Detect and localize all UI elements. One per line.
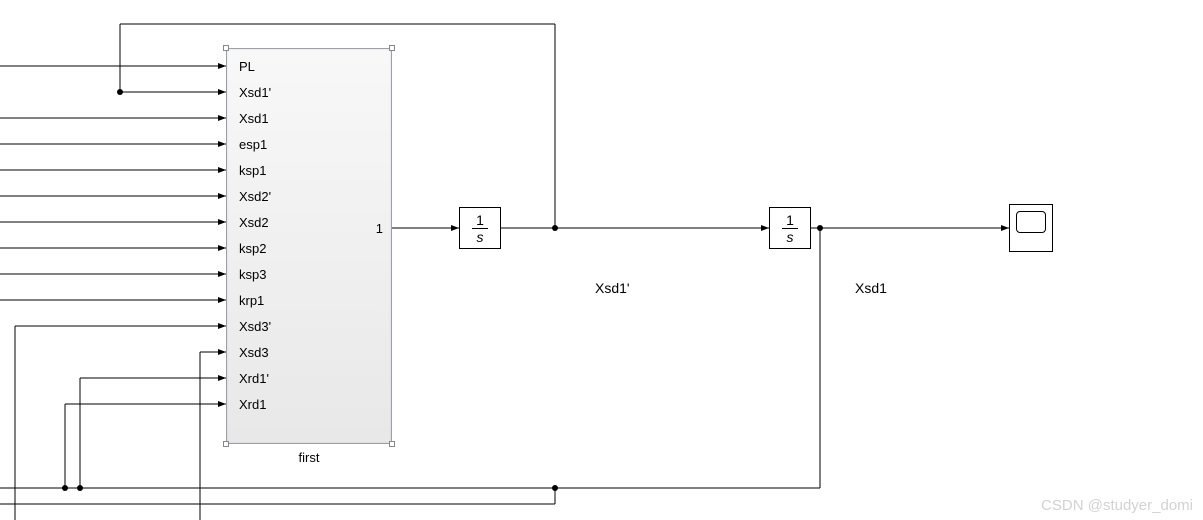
port-label: Xrd1 xyxy=(239,397,266,412)
scope-block[interactable] xyxy=(1009,204,1053,252)
resize-handle[interactable] xyxy=(389,45,395,51)
resize-handle[interactable] xyxy=(389,441,395,447)
port-label: krp1 xyxy=(239,293,264,308)
integrator-block-1[interactable]: 1 s xyxy=(459,207,501,249)
port-label: Xsd1 xyxy=(239,111,269,126)
integrator-numerator: 1 xyxy=(782,212,798,229)
signal-label-xsd1p: Xsd1' xyxy=(595,280,630,296)
port-label: Xsd1' xyxy=(239,85,271,100)
port-label: Xsd2' xyxy=(239,189,271,204)
signal-label-xsd1: Xsd1 xyxy=(855,280,887,296)
output-port-label: 1 xyxy=(376,221,383,236)
port-label: Xsd2 xyxy=(239,215,269,230)
watermark-text: CSDN @studyer_domi xyxy=(1041,497,1193,514)
subsystem-name-label: first xyxy=(226,450,392,465)
integrator-denominator: s xyxy=(783,229,798,245)
subsystem-first[interactable]: PL Xsd1' Xsd1 esp1 ksp1 Xsd2' Xsd2 ksp2 … xyxy=(226,48,392,444)
scope-screen-icon xyxy=(1016,211,1046,233)
port-label: PL xyxy=(239,59,255,74)
integrator-denominator: s xyxy=(473,229,488,245)
port-label: Xsd3' xyxy=(239,319,271,334)
integrator-numerator: 1 xyxy=(472,212,488,229)
diagram-canvas: PL Xsd1' Xsd1 esp1 ksp1 Xsd2' Xsd2 ksp2 … xyxy=(0,0,1203,520)
port-label: ksp1 xyxy=(239,163,266,178)
integrator-block-2[interactable]: 1 s xyxy=(769,207,811,249)
port-label: Xrd1' xyxy=(239,371,269,386)
port-label: ksp2 xyxy=(239,241,266,256)
resize-handle[interactable] xyxy=(223,45,229,51)
port-label: esp1 xyxy=(239,137,267,152)
port-label: ksp3 xyxy=(239,267,266,282)
resize-handle[interactable] xyxy=(223,441,229,447)
wiring-svg xyxy=(0,0,1203,520)
port-label: Xsd3 xyxy=(239,345,269,360)
